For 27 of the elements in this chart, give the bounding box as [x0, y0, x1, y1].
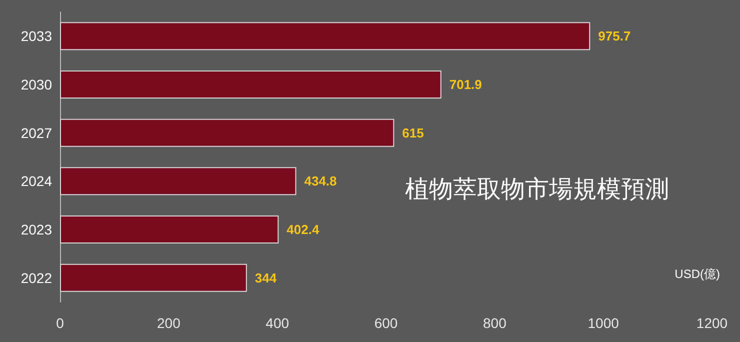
x-tick-label: 800 — [482, 315, 507, 331]
x-tick-label: 0 — [56, 315, 64, 331]
data-label: 615 — [402, 125, 424, 140]
y-tick-label: 2027 — [20, 124, 52, 141]
x-tick-label: 600 — [374, 315, 398, 331]
data-label: 344 — [254, 270, 278, 286]
bar — [60, 22, 590, 50]
bar — [60, 118, 394, 147]
y-tick-label: 2030 — [20, 76, 52, 92]
bar — [60, 70, 442, 99]
x-tick-label: 400 — [266, 315, 290, 331]
data-label: 975.7 — [598, 28, 631, 44]
x-tick-label: 1200 — [696, 315, 728, 331]
x-tick-label: 1000 — [588, 315, 620, 331]
y-tick-label: 2022 — [20, 270, 52, 286]
y-tick-label: 2023 — [20, 222, 52, 238]
y-tick-label: 2033 — [20, 28, 52, 44]
x-tick-label: 200 — [156, 315, 181, 331]
bar — [60, 167, 296, 196]
data-label: 434.8 — [304, 174, 337, 189]
data-label: 402.4 — [286, 222, 320, 237]
bar — [60, 264, 247, 292]
x-axis-title: USD(億) — [674, 267, 720, 281]
text: 植物萃取物市場規模預測 — [405, 175, 669, 203]
y-tick-label: 2024 — [20, 173, 52, 190]
data-label: 701.9 — [449, 77, 482, 92]
bar — [60, 215, 279, 244]
